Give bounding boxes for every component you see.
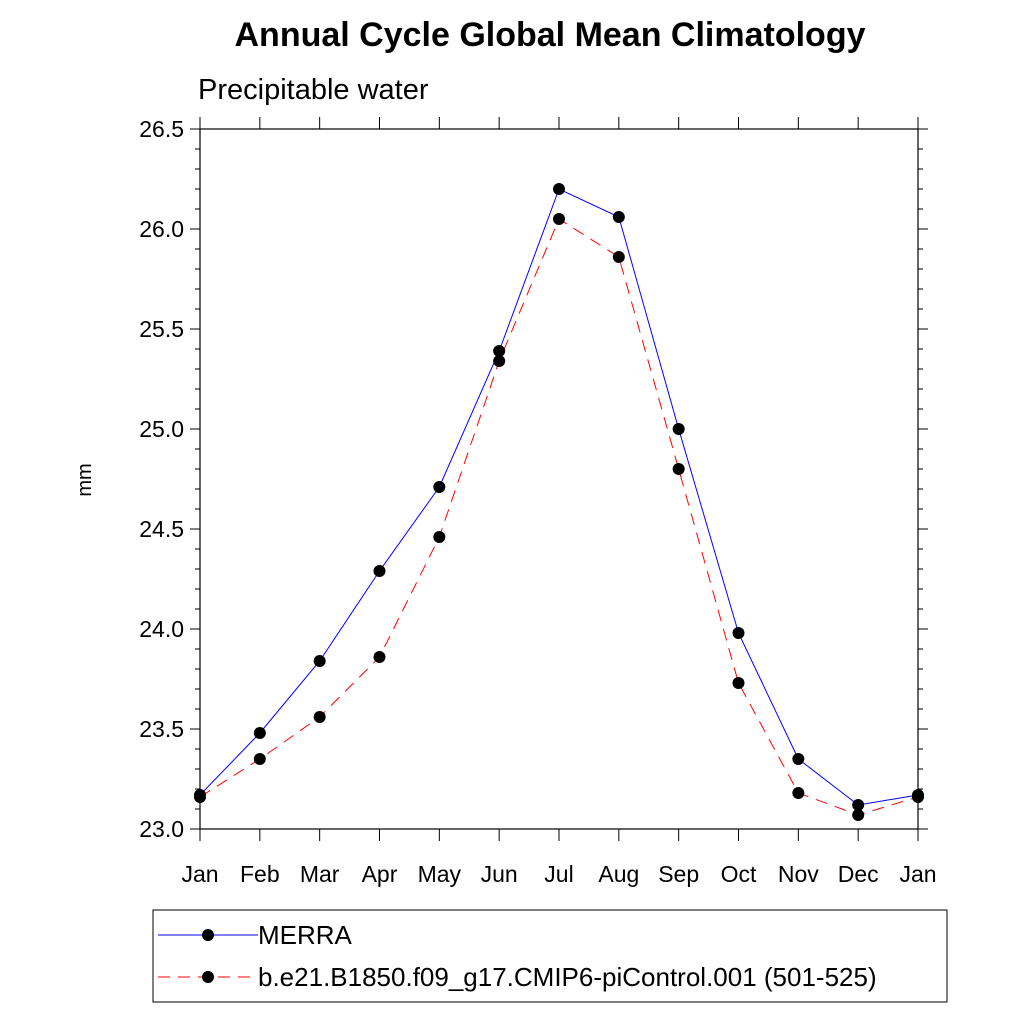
series-0-point [553, 183, 565, 195]
x-tick-label: May [418, 861, 462, 887]
legend-label-merra: MERRA [258, 920, 353, 950]
y-tick-label: 23.5 [139, 716, 184, 742]
series-1-point [373, 651, 386, 663]
series-0-point [612, 211, 625, 223]
x-axis: Jan Feb Mar Apr May Jun Jul Aug Sep Oct Nov Dec Jan [181, 117, 937, 887]
legend-marker-cesm [202, 971, 214, 983]
series-1-point [732, 677, 745, 689]
series-0-point [732, 627, 745, 639]
series-line-0 [199, 188, 919, 806]
series-layer [194, 183, 924, 821]
series-0-point [493, 345, 506, 357]
series-1-point [612, 251, 625, 263]
series-1-point [852, 809, 865, 821]
y-axis-label: mm [74, 463, 96, 496]
x-tick-label: Apr [362, 861, 398, 887]
series-1-point [672, 463, 685, 475]
legend-label-cesm: b.e21.B1850.f09_g17.CMIP6-piControl.001 … [258, 962, 877, 992]
chart-subtitle: Precipitable water [198, 74, 429, 106]
x-tick-label: Jan [899, 861, 936, 887]
x-tick-label: Oct [721, 861, 757, 887]
series-1-point [553, 213, 565, 225]
x-tick-label: Jan [181, 861, 218, 887]
series-0-point [792, 753, 805, 765]
y-tick-label: 26.0 [139, 216, 184, 242]
legend-box [152, 909, 948, 1003]
series-0-point [373, 565, 386, 577]
y-tick-label: 23.0 [139, 816, 184, 842]
series-1-point [493, 355, 506, 367]
series-0-point [672, 423, 685, 435]
series-1-point [912, 791, 924, 803]
y-tick-label: 24.5 [139, 516, 184, 542]
legend-marker-merra [202, 929, 214, 941]
x-tick-label: Jun [481, 861, 518, 887]
x-tick-label: Nov [778, 861, 819, 887]
x-tick-label: Dec [838, 861, 879, 887]
series-0-point [433, 481, 446, 493]
series-1-point [253, 753, 266, 765]
y-tick-label: 25.0 [139, 416, 184, 442]
series-1-point [433, 531, 446, 543]
x-tick-label: Mar [300, 861, 340, 887]
plot-frame [199, 128, 919, 830]
series-1-point [313, 711, 326, 723]
x-tick-label: Aug [598, 861, 639, 887]
y-axis: 23.0 23.5 24.0 24.5 25.0 25.5 26.0 26.5 [139, 116, 928, 842]
y-tick-label: 26.5 [139, 116, 184, 142]
y-tick-label: 25.5 [139, 316, 184, 342]
x-tick-label: Sep [658, 861, 699, 887]
y-tick-label: 24.0 [139, 616, 184, 642]
series-0-point [852, 799, 865, 811]
chart-title: Annual Cycle Global Mean Climatology [235, 16, 866, 54]
series-line-1 [199, 218, 919, 816]
series-1-point [194, 791, 206, 803]
legend: MERRA b.e21.B1850.f09_g17.CMIP6-piContro… [152, 909, 948, 1003]
x-tick-label: Feb [240, 861, 280, 887]
series-1-point [792, 787, 805, 799]
x-tick-label: Jul [544, 861, 573, 887]
series-0-point [253, 727, 266, 739]
series-0-point [313, 655, 326, 667]
